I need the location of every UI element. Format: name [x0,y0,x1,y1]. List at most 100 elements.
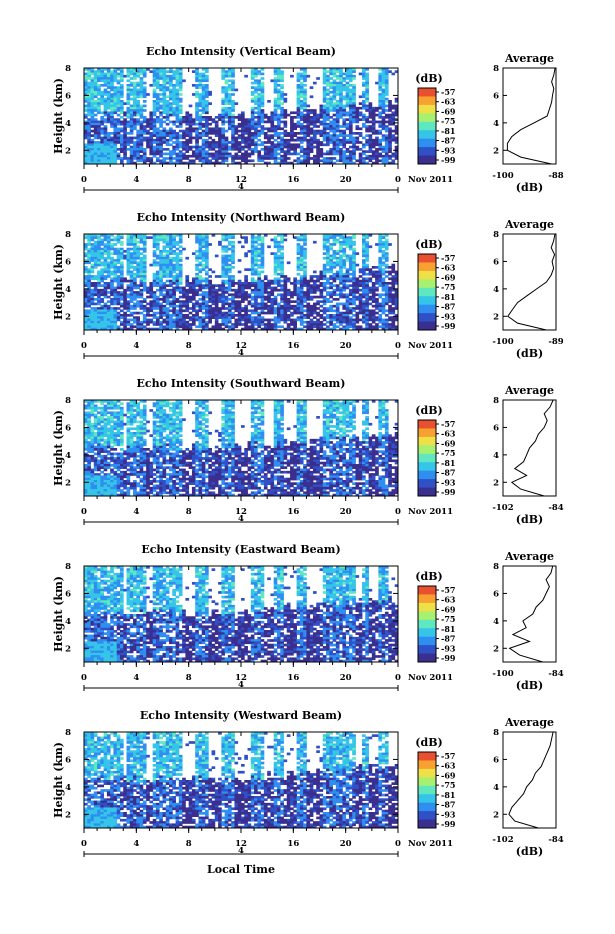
heatmap-cell [140,275,144,278]
heatmap-cell [84,157,88,160]
heatmap-cell [84,296,88,299]
heatmap-cell [264,296,268,299]
heatmap-cell [333,319,337,322]
heatmap-cell [163,321,167,324]
heatmap-cell [228,264,232,267]
heatmap-cell [215,121,219,124]
heatmap-cell [215,296,219,299]
heatmap-cell [303,248,307,251]
heatmap-cell [339,134,343,137]
heatmap-cell [143,89,147,92]
heatmap-cell [172,148,176,151]
heatmap-cell [284,132,288,135]
heatmap-cell [179,141,183,144]
heatmap-cell [244,280,248,283]
heatmap-cell [100,77,104,80]
heatmap-cell [352,70,356,73]
heatmap-cell [104,275,108,278]
heatmap-cell [221,298,225,301]
heatmap-cell [218,323,222,326]
heatmap-cell [149,141,153,144]
heatmap-cell [133,127,137,130]
heatmap-cell [313,303,317,306]
heatmap-cell [149,84,153,87]
heatmap-cell [280,84,284,87]
heatmap-cell [163,307,167,310]
heatmap-cell [228,298,232,301]
heatmap-cell [244,121,248,124]
heatmap-cell [127,266,131,269]
heatmap-cell [143,255,147,258]
heatmap-cell [228,271,232,274]
heatmap-cell [104,73,108,76]
heatmap-cell [208,280,212,283]
heatmap-cell [120,150,124,153]
heatmap-cell [277,273,281,276]
heatmap-cell [303,321,307,324]
heatmap-cell [127,79,131,82]
heatmap-cell [261,89,265,92]
heatmap-cell [303,271,307,274]
heatmap-cell [153,282,157,285]
heatmap-cell [221,109,225,112]
heatmap-cell [313,116,317,119]
heatmap-cell [91,73,95,76]
heatmap-cell [130,239,134,242]
heatmap-cell [251,153,255,156]
heatmap-cell [143,298,147,301]
heatmap-cell [143,137,147,140]
heatmap-cell [104,259,108,262]
heatmap-cell [221,287,225,290]
heatmap-cell [163,298,167,301]
heatmap-cell [254,255,258,258]
heatmap-cell [264,127,268,130]
heatmap-cell [290,137,294,140]
heatmap-cell [254,132,258,135]
heatmap-cell [156,319,160,322]
heatmap-cell [94,121,98,124]
heatmap-cell [156,153,160,156]
heatmap-cell [225,121,229,124]
heatmap-cell [248,321,252,324]
heatmap-cell [215,319,219,322]
heatmap-cell [140,93,144,96]
heatmap-cell [143,250,147,253]
heatmap-cell [107,132,111,135]
heatmap-cell [355,159,359,162]
heatmap-cell [277,243,281,246]
heatmap-cell [143,125,147,128]
heatmap-cell [195,291,199,294]
heatmap-cell [349,84,353,87]
heatmap-cell [120,280,124,283]
heatmap-cell [123,307,127,310]
heatmap-cell [352,84,356,87]
heatmap-cell [123,280,127,283]
heatmap-cell [84,132,88,135]
heatmap-cell [382,84,386,87]
heatmap-cell [352,105,356,108]
heatmap-cell [391,137,395,140]
heatmap-cell [339,100,343,103]
heatmap-cell [208,300,212,303]
heatmap-cell [297,312,301,315]
heatmap-cell [300,280,304,283]
heatmap-cell [254,291,258,294]
heatmap-cell [303,300,307,303]
heatmap-cell [225,291,229,294]
heatmap-cell [352,121,356,124]
heatmap-cell [107,116,111,119]
heatmap-cell [146,323,150,326]
heatmap-cell [349,121,353,124]
heatmap-cell [176,132,180,135]
heatmap-cell [378,155,382,158]
heatmap-cell [84,153,88,156]
heatmap-cell [100,98,104,101]
x-tick-label: 0 [81,175,87,185]
heatmap-cell [280,307,284,310]
heatmap-cell [274,132,278,135]
heatmap-cell [123,296,127,299]
heatmap-cell [163,264,167,267]
heatmap-cell [113,89,117,92]
heatmap-cell [293,291,297,294]
heatmap-cell [140,239,144,242]
